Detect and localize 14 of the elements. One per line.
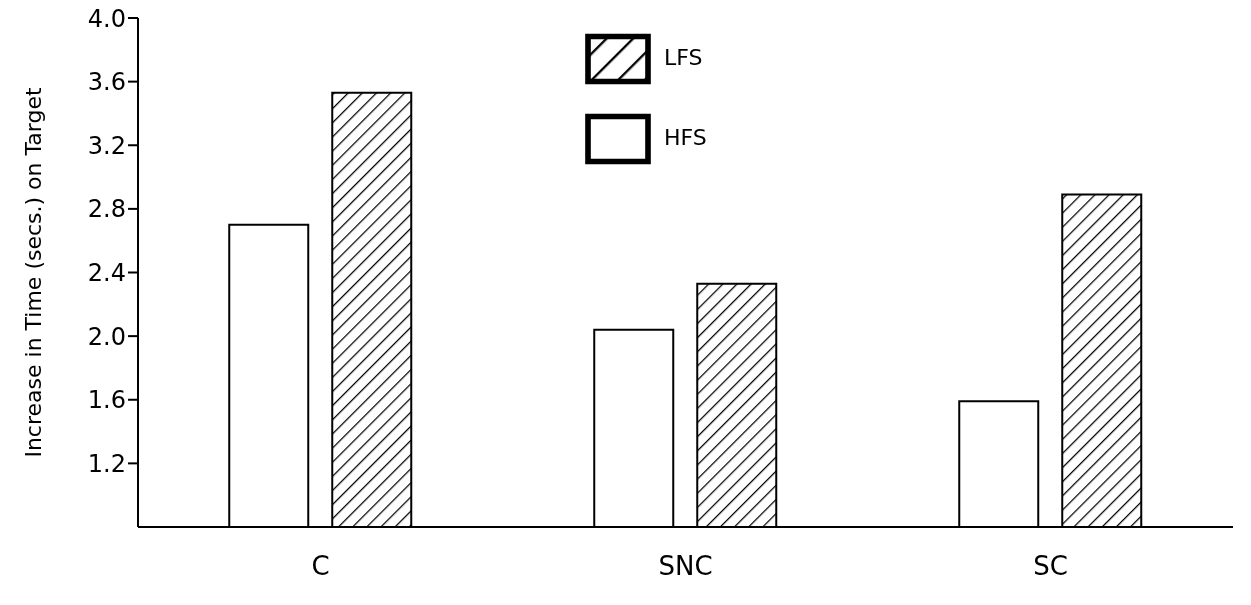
x-tick-label: SC [1033,551,1068,582]
y-tick-label: 2.8 [87,195,126,224]
y-tick-label: 3.2 [87,131,126,160]
y-tick-label: 4.0 [87,4,126,33]
y-tick-label: 1.2 [87,449,126,478]
x-tick-label: C [311,551,330,582]
y-tick-label: 2.4 [87,259,126,288]
y-tick-label: 2.0 [87,322,126,351]
legend-label: HFS [664,125,707,150]
x-tick-label: SNC [658,551,713,582]
y-axis-title: Increase in Time (secs.) on Target [20,87,46,458]
y-tick-label: 3.6 [87,68,126,97]
legend-label: LFS [664,45,703,70]
y-tick-label: 1.6 [87,386,126,415]
